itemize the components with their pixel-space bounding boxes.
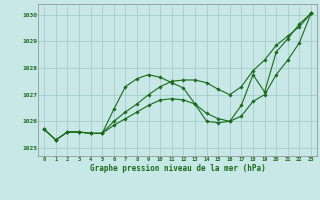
- X-axis label: Graphe pression niveau de la mer (hPa): Graphe pression niveau de la mer (hPa): [90, 164, 266, 173]
